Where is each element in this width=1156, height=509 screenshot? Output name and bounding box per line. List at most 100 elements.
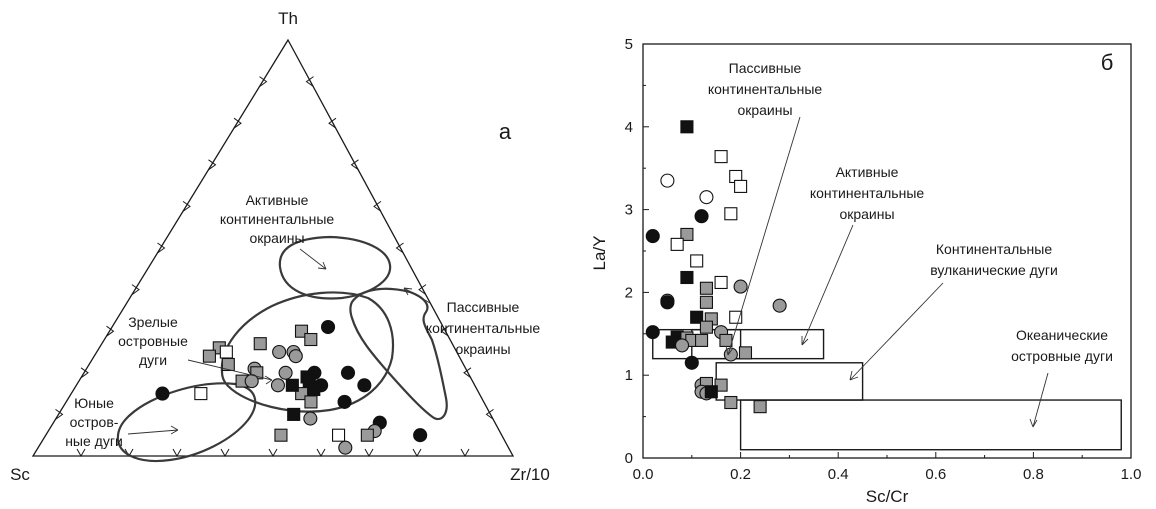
ternary-tick-bottom — [460, 448, 470, 458]
vertex-label-th: Th — [278, 9, 298, 28]
ternary-point — [337, 394, 352, 409]
ternary-tick-right — [305, 76, 314, 88]
scatter-point — [645, 229, 660, 244]
b-label-active-3: окраины — [839, 206, 894, 222]
ternary-tick-bottom — [172, 448, 182, 458]
scatter-point — [699, 295, 713, 309]
ternary-point — [272, 344, 287, 360]
ternary-tick-left — [131, 284, 140, 296]
arrow-b-active — [801, 224, 854, 346]
field-boxes — [652, 328, 1122, 451]
y-tick-label: 2 — [625, 284, 633, 301]
y-tick-label: 5 — [625, 36, 633, 53]
ternary-point — [155, 386, 170, 401]
field-outline-active — [278, 235, 392, 300]
field-outline-young — [116, 382, 257, 463]
x-tick-label: 0.6 — [925, 466, 946, 483]
y-tick-label: 1 — [625, 367, 633, 384]
ternary-point — [360, 428, 374, 442]
ternary-tick-left — [106, 325, 115, 337]
ternary-tick-left — [55, 408, 64, 420]
scatter-point — [753, 400, 767, 414]
ternary-point — [320, 319, 336, 335]
ternary-tick-bottom — [220, 448, 230, 458]
ternary-diagram: Th Sc Zr/10 а Активные континентальные о… — [10, 9, 550, 484]
field-label-passive-1: Пассивные — [447, 299, 520, 315]
b-label-active-2: континентальные — [810, 185, 925, 201]
ternary-tick-right — [373, 200, 382, 212]
ternary-tick-bottom — [316, 448, 326, 458]
scatter-point — [719, 333, 733, 347]
field-label-passive-3: окраины — [455, 341, 510, 357]
ternary-point — [194, 387, 208, 401]
ternary-tick-left — [208, 159, 217, 171]
b-label-active-1: Активные — [836, 164, 899, 180]
arrow-mature — [187, 359, 273, 385]
ternary-point — [304, 332, 318, 347]
scatter-points — [645, 120, 787, 414]
ternary-frame — [31, 38, 515, 457]
ternary-tick-bottom — [364, 448, 374, 458]
b-label-passive-1: Пассивные — [729, 60, 802, 76]
b-label-passive-3: окраины — [737, 102, 792, 118]
b-label-ocean-arcs-2: островные дуги — [1011, 348, 1113, 364]
panel-label-a: а — [499, 119, 512, 144]
scatter-point — [670, 237, 684, 251]
scatter-point — [704, 385, 718, 399]
ternary-tick-right — [485, 408, 494, 420]
field-label-passive-2: континентальные — [426, 320, 541, 336]
scatter-point — [734, 179, 748, 193]
scatter-point — [690, 254, 704, 268]
arrow-b-passive — [725, 116, 801, 356]
scatter-point — [724, 207, 738, 221]
scatter-point — [723, 347, 738, 362]
scatter-point — [674, 338, 690, 353]
x-tick-label: 0.4 — [828, 466, 849, 483]
ternary-ticks — [55, 76, 494, 458]
scatter-point — [699, 320, 713, 334]
field-outline-mature — [220, 291, 394, 413]
scatter-point — [680, 270, 694, 285]
ternary-tick-right — [350, 159, 359, 171]
field-label-mature-1: Зрелые — [128, 314, 178, 330]
scatter-point — [714, 378, 728, 392]
ternary-point — [304, 395, 318, 409]
x-tick-label: 0.8 — [1023, 466, 1044, 483]
scatter-point — [729, 310, 743, 324]
scatter-point — [724, 395, 738, 410]
ternary-tick-left — [182, 200, 191, 212]
ternary-point — [338, 440, 353, 455]
field-arrows — [725, 116, 1049, 428]
field-label-mature-3: дуги — [139, 352, 167, 368]
field-label-active-3: окраины — [249, 230, 304, 246]
field-label-mature-2: островные — [118, 333, 188, 349]
arrow-active — [299, 248, 327, 270]
ternary-point — [202, 349, 216, 363]
ternary-tick-bottom — [76, 448, 86, 458]
ternary-point — [307, 382, 321, 396]
ternary-point — [278, 365, 293, 380]
arrow-young — [127, 425, 179, 435]
arrow-b-cont-arcs — [849, 282, 944, 381]
scatter-point — [772, 298, 787, 313]
field-label-active-2: континентальные — [220, 211, 335, 227]
ternary-tick-left — [233, 117, 242, 129]
scatter-point — [738, 346, 753, 360]
field-box-cont_arcs — [715, 362, 864, 401]
ternary-points — [155, 319, 428, 455]
scatter-point — [699, 281, 713, 295]
vertex-label-sc: Sc — [10, 465, 30, 484]
scatter-point — [733, 279, 748, 294]
field-box-active — [691, 328, 825, 360]
ternary-tick-left — [157, 242, 166, 254]
scatter-point — [680, 227, 694, 241]
scatter-point — [680, 120, 694, 134]
ternary-point — [221, 357, 235, 372]
y-tick-label: 0 — [625, 450, 633, 467]
ternary-point — [357, 378, 372, 393]
scatter-point — [714, 275, 728, 290]
ternary-tick-right — [418, 284, 427, 296]
scatter-point — [645, 325, 660, 340]
b-label-ocean-arcs-1: Океанические — [1016, 327, 1108, 343]
